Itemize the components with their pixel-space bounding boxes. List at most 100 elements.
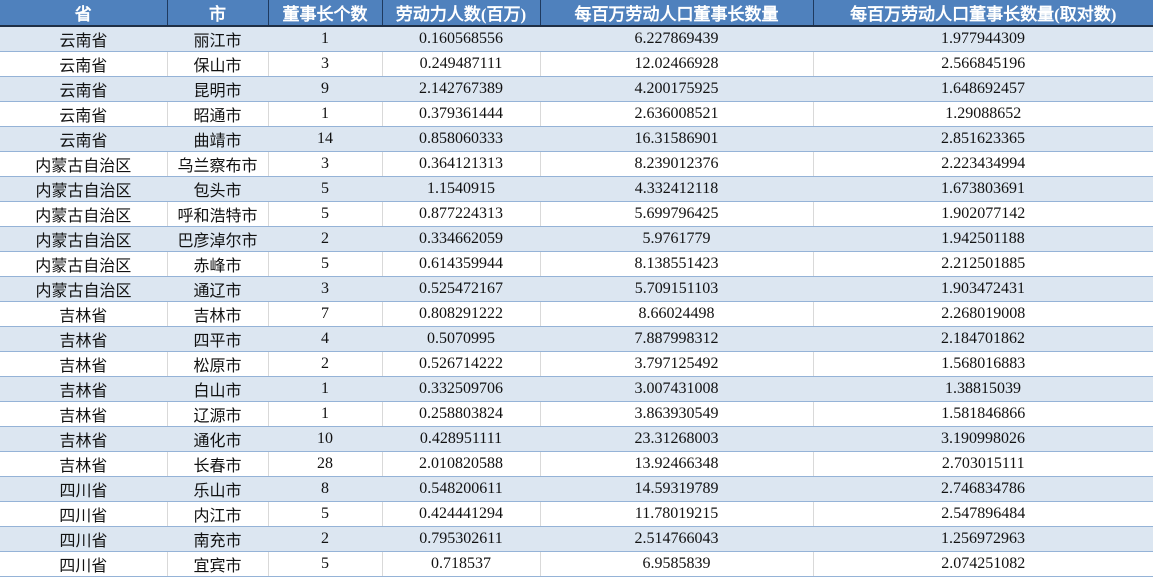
chairmen-per-million-log-cell[interactable]: 1.29088652: [813, 101, 1153, 127]
chairmen-per-million-log-cell[interactable]: 2.074251082: [813, 551, 1153, 577]
province-cell[interactable]: 吉林省: [0, 451, 168, 477]
chairmen-per-million-log-cell[interactable]: 2.547896484: [813, 501, 1153, 527]
chairman-count-cell[interactable]: 1: [268, 376, 382, 402]
city-cell[interactable]: 通辽市: [167, 276, 268, 302]
labor-force-cell[interactable]: 0.525472167: [382, 276, 540, 302]
province-cell[interactable]: 吉林省: [0, 376, 167, 402]
chairman-count-cell[interactable]: 10: [268, 426, 382, 452]
labor-force-cell[interactable]: 0.160568556: [382, 26, 540, 52]
province-cell[interactable]: 四川省: [0, 476, 167, 502]
chairmen-per-million-cell[interactable]: 2.636008521: [540, 101, 814, 127]
province-cell[interactable]: 四川省: [0, 526, 167, 552]
city-cell[interactable]: 内江市: [167, 501, 269, 527]
chairmen-per-million-cell[interactable]: 6.227869439: [540, 26, 813, 52]
province-cell[interactable]: 云南省: [0, 76, 167, 102]
city-cell[interactable]: 赤峰市: [167, 251, 269, 277]
header-chairmen-per-million-log[interactable]: 每百万劳动人口董事长数量(取对数): [813, 0, 1153, 27]
labor-force-cell[interactable]: 0.5070995: [382, 326, 540, 352]
province-cell[interactable]: 内蒙古自治区: [0, 176, 167, 202]
chairmen-per-million-log-cell[interactable]: 1.902077142: [813, 201, 1153, 227]
labor-force-cell[interactable]: 0.795302611: [382, 526, 540, 552]
chairmen-per-million-log-cell[interactable]: 1.581846866: [813, 401, 1153, 427]
chairmen-per-million-cell[interactable]: 3.007431008: [540, 376, 813, 402]
header-chairman-count[interactable]: 董事长个数: [268, 0, 383, 27]
city-cell[interactable]: 呼和浩特市: [167, 201, 269, 227]
province-cell[interactable]: 吉林省: [0, 401, 168, 427]
labor-force-cell[interactable]: 0.249487111: [382, 51, 541, 77]
city-cell[interactable]: 松原市: [167, 351, 269, 377]
city-cell[interactable]: 巴彦淖尔市: [167, 226, 268, 252]
chairman-count-cell[interactable]: 1: [268, 26, 382, 52]
province-cell[interactable]: 内蒙古自治区: [0, 226, 167, 252]
chairmen-per-million-log-cell[interactable]: 2.566845196: [813, 51, 1153, 77]
labor-force-cell[interactable]: 0.364121313: [382, 151, 541, 177]
chairmen-per-million-log-cell[interactable]: 1.977944309: [813, 26, 1153, 52]
chairmen-per-million-cell[interactable]: 4.200175925: [540, 76, 813, 102]
chairmen-per-million-cell[interactable]: 2.514766043: [540, 526, 813, 552]
province-cell[interactable]: 吉林省: [0, 301, 168, 327]
labor-force-cell[interactable]: 0.614359944: [382, 251, 541, 277]
chairmen-per-million-cell[interactable]: 4.332412118: [540, 176, 813, 202]
province-cell[interactable]: 内蒙古自治区: [0, 251, 168, 277]
chairmen-per-million-cell[interactable]: 5.9761779: [540, 226, 813, 252]
chairman-count-cell[interactable]: 2: [268, 526, 382, 552]
province-cell[interactable]: 四川省: [0, 551, 168, 577]
chairman-count-cell[interactable]: 3: [268, 151, 383, 177]
chairman-count-cell[interactable]: 1: [268, 401, 383, 427]
chairmen-per-million-cell[interactable]: 3.863930549: [540, 401, 814, 427]
city-cell[interactable]: 吉林市: [167, 301, 269, 327]
city-cell[interactable]: 乐山市: [167, 476, 268, 502]
labor-force-cell[interactable]: 0.526714222: [382, 351, 541, 377]
chairmen-per-million-log-cell[interactable]: 1.38815039: [813, 376, 1153, 402]
province-cell[interactable]: 吉林省: [0, 351, 168, 377]
province-cell[interactable]: 云南省: [0, 101, 168, 127]
chairman-count-cell[interactable]: 1: [268, 101, 383, 127]
province-cell[interactable]: 吉林省: [0, 426, 167, 452]
header-labor-force[interactable]: 劳动力人数(百万): [382, 0, 541, 27]
city-cell[interactable]: 四平市: [167, 326, 268, 352]
province-cell[interactable]: 云南省: [0, 26, 167, 52]
chairman-count-cell[interactable]: 5: [268, 201, 383, 227]
chairmen-per-million-log-cell[interactable]: 1.256972963: [813, 526, 1153, 552]
labor-force-cell[interactable]: 0.858060333: [382, 126, 540, 152]
labor-force-cell[interactable]: 0.424441294: [382, 501, 541, 527]
city-cell[interactable]: 丽江市: [167, 26, 268, 52]
province-cell[interactable]: 内蒙古自治区: [0, 201, 168, 227]
chairmen-per-million-cell[interactable]: 8.66024498: [540, 301, 814, 327]
chairman-count-cell[interactable]: 5: [268, 501, 383, 527]
labor-force-cell[interactable]: 0.808291222: [382, 301, 541, 327]
chairman-count-cell[interactable]: 3: [268, 276, 382, 302]
chairmen-per-million-cell[interactable]: 23.31268003: [540, 426, 813, 452]
chairmen-per-million-cell[interactable]: 6.9585839: [540, 551, 814, 577]
chairmen-per-million-log-cell[interactable]: 2.703015111: [813, 451, 1153, 477]
city-cell[interactable]: 昆明市: [167, 76, 268, 102]
chairmen-per-million-log-cell[interactable]: 2.184701862: [813, 326, 1153, 352]
city-cell[interactable]: 通化市: [167, 426, 268, 452]
labor-force-cell[interactable]: 0.718537: [382, 551, 541, 577]
labor-force-cell[interactable]: 0.877224313: [382, 201, 541, 227]
chairmen-per-million-log-cell[interactable]: 1.673803691: [813, 176, 1153, 202]
chairmen-per-million-cell[interactable]: 12.02466928: [540, 51, 814, 77]
chairmen-per-million-log-cell[interactable]: 2.212501885: [813, 251, 1153, 277]
city-cell[interactable]: 南充市: [167, 526, 268, 552]
labor-force-cell[interactable]: 0.334662059: [382, 226, 540, 252]
city-cell[interactable]: 保山市: [167, 51, 269, 77]
chairmen-per-million-log-cell[interactable]: 2.268019008: [813, 301, 1153, 327]
chairmen-per-million-log-cell[interactable]: 2.746834786: [813, 476, 1153, 502]
chairmen-per-million-cell[interactable]: 5.709151103: [540, 276, 813, 302]
chairmen-per-million-cell[interactable]: 5.699796425: [540, 201, 814, 227]
province-cell[interactable]: 云南省: [0, 126, 167, 152]
city-cell[interactable]: 曲靖市: [167, 126, 268, 152]
labor-force-cell[interactable]: 0.548200611: [382, 476, 540, 502]
chairmen-per-million-cell[interactable]: 8.239012376: [540, 151, 814, 177]
province-cell[interactable]: 内蒙古自治区: [0, 276, 167, 302]
chairmen-per-million-cell[interactable]: 11.78019215: [540, 501, 814, 527]
chairmen-per-million-log-cell[interactable]: 1.903472431: [813, 276, 1153, 302]
chairmen-per-million-log-cell[interactable]: 2.223434994: [813, 151, 1153, 177]
header-city[interactable]: 市: [167, 0, 269, 27]
city-cell[interactable]: 长春市: [167, 451, 269, 477]
labor-force-cell[interactable]: 2.010820588: [382, 451, 541, 477]
province-cell[interactable]: 云南省: [0, 51, 168, 77]
chairman-count-cell[interactable]: 8: [268, 476, 382, 502]
chairmen-per-million-cell[interactable]: 3.797125492: [540, 351, 814, 377]
